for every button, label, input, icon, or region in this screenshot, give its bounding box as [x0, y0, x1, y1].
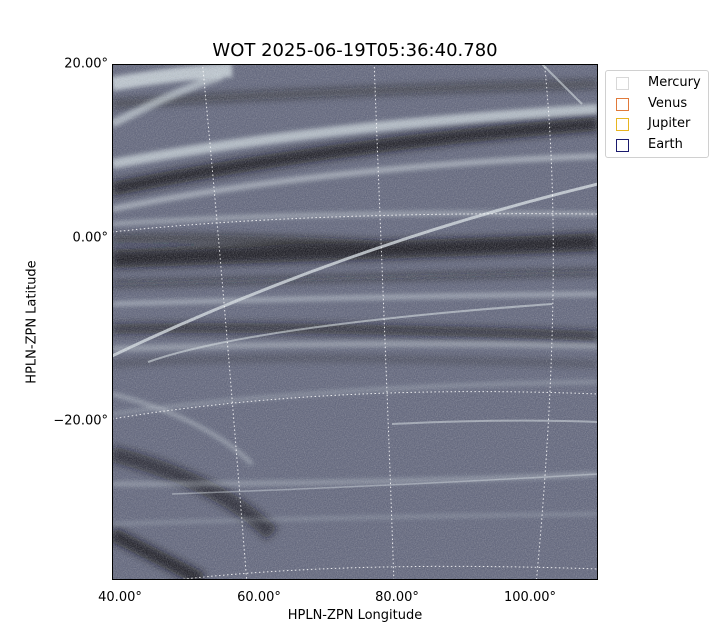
x-tick-label: 60.00° [237, 590, 281, 605]
legend-swatch [616, 98, 629, 111]
legend-label: Jupiter [648, 116, 691, 131]
wot-image[interactable] [108, 60, 602, 584]
heliospheric-image [108, 60, 602, 584]
y-tick-label: 0.00° [72, 230, 108, 246]
x-axis-label: HPLN-ZPN Longitude [287, 608, 423, 623]
x-tick-label: 100.00° [504, 590, 556, 605]
legend: Mercury Venus Jupiter Earth [605, 70, 709, 158]
x-tick-label: 80.00° [375, 590, 419, 605]
legend-label: Venus [648, 96, 688, 111]
legend-label: Mercury [648, 75, 701, 90]
coordinate-grid [112, 64, 598, 580]
x-tick-label: 40.00° [98, 590, 142, 605]
y-tick-label: −20.00° [53, 413, 108, 429]
legend-swatch [616, 139, 629, 152]
plot-title: WOT 2025-06-19T05:36:40.780 [212, 40, 498, 61]
y-tick-label: 20.00° [64, 56, 108, 72]
legend-swatch [616, 77, 629, 90]
y-axis-label: HPLN-ZPN Latitude [24, 260, 40, 384]
legend-swatch [616, 118, 629, 131]
legend-label: Earth [648, 137, 683, 152]
image-grain [112, 64, 598, 580]
